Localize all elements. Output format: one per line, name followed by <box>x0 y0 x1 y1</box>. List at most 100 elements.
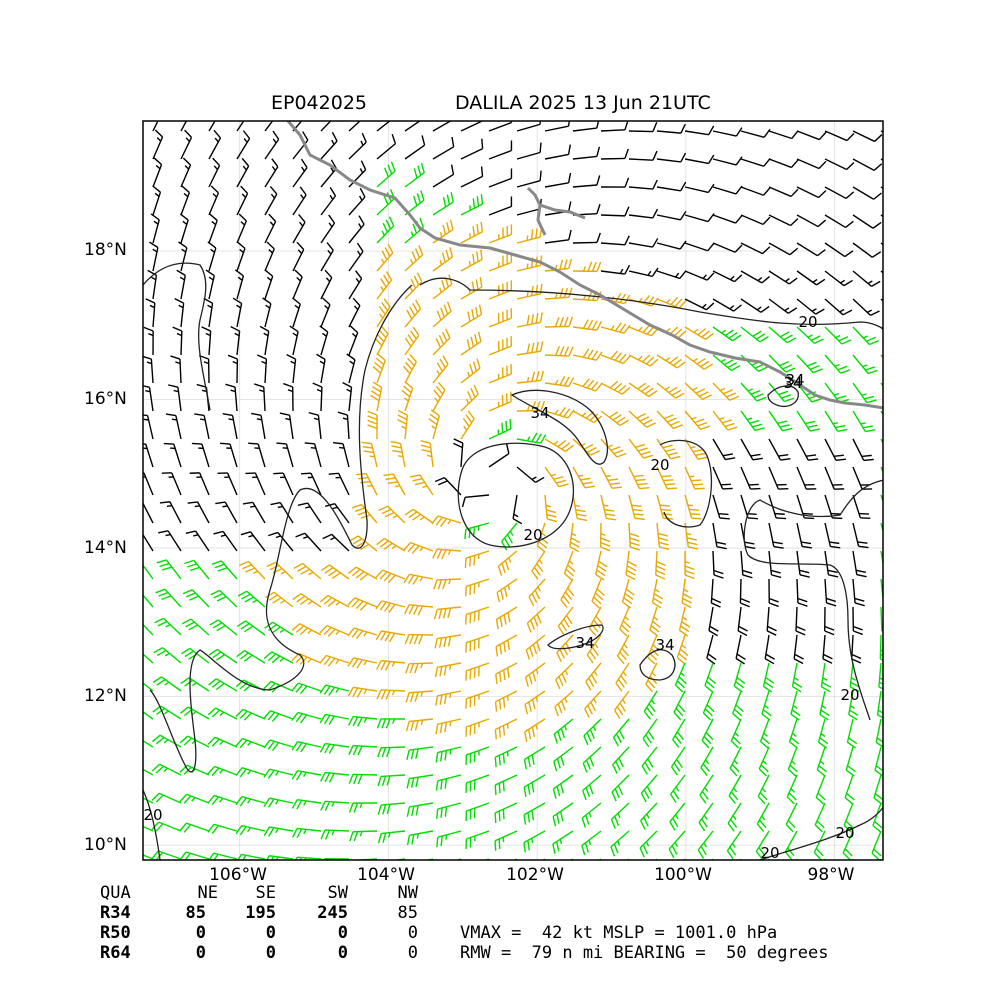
wind-barb <box>376 537 406 552</box>
wind-barb <box>460 277 483 300</box>
wind-barb <box>523 746 546 770</box>
contour-20-nw <box>143 262 211 411</box>
wind-barb <box>406 802 434 817</box>
wind-barb <box>739 578 751 608</box>
y-tick-10: 10°N <box>84 835 127 855</box>
wind-barb <box>600 206 630 217</box>
wind-barb <box>852 186 882 200</box>
wind-barb <box>433 578 462 590</box>
wind-barb <box>768 298 798 314</box>
table-cell: 0 <box>195 923 206 943</box>
wind-barb <box>572 466 596 489</box>
wind-barb <box>151 792 182 804</box>
wind-barb <box>796 214 827 228</box>
wind-barb <box>670 774 686 804</box>
wind-barb <box>406 830 434 846</box>
wind-barb <box>572 232 601 244</box>
wind-barb <box>552 802 574 827</box>
wind-barb <box>377 802 406 815</box>
wind-barb <box>152 129 164 160</box>
wind-barb <box>291 682 322 695</box>
wind-barb <box>420 440 434 468</box>
wind-barb <box>656 438 681 460</box>
wind-barb <box>585 662 602 691</box>
wind-barb <box>824 438 847 462</box>
wind-barb <box>572 348 603 361</box>
wind-barb <box>208 185 220 216</box>
wind-barb <box>768 130 799 140</box>
wind-barb <box>347 627 378 639</box>
wind-barb <box>849 662 860 693</box>
wind-barb <box>181 618 210 636</box>
wind-barb <box>207 794 238 806</box>
wind-barb <box>320 829 350 840</box>
wind-barb <box>320 159 337 188</box>
wind-barb <box>211 560 238 580</box>
table-cell: 195 <box>245 903 276 923</box>
wind-barb <box>328 472 350 496</box>
wind-barb <box>544 406 575 419</box>
wind-barb <box>163 442 182 468</box>
wind-barb <box>796 578 808 607</box>
wind-barb <box>656 240 687 250</box>
wind-barb <box>656 382 685 399</box>
wind-barb <box>684 183 715 194</box>
wind-barb <box>544 466 569 488</box>
wind-barb <box>784 830 798 860</box>
wind-barb <box>712 214 743 224</box>
wind-barb <box>554 690 574 717</box>
wind-barb <box>263 651 294 664</box>
wind-barb <box>880 270 883 274</box>
wind-barb <box>348 242 364 272</box>
wind-barb <box>712 382 740 401</box>
wind-barb <box>501 522 518 551</box>
wind-barb <box>600 322 631 334</box>
wind-barb <box>880 186 883 190</box>
table-cell: 0 <box>407 943 418 963</box>
wind-barb <box>376 216 395 244</box>
wind-barb <box>176 269 186 300</box>
wind-barb <box>656 211 687 221</box>
contour-label: 20 <box>798 313 817 331</box>
wind-barb <box>165 413 182 440</box>
wind-barb <box>531 550 546 580</box>
wind-barb <box>375 569 406 583</box>
table-cell: 0 <box>265 923 276 943</box>
wind-barb <box>611 774 630 802</box>
wind-barb <box>320 800 350 812</box>
wind-barb <box>563 550 576 581</box>
wind-barb <box>465 802 490 821</box>
wind-barb <box>848 690 859 721</box>
wind-barb <box>880 550 883 567</box>
wind-barb <box>376 718 406 729</box>
table-row-r34-label: R34 <box>100 903 131 923</box>
wind-barb <box>852 438 874 462</box>
wind-barb <box>320 214 336 244</box>
wind-barb <box>852 522 869 549</box>
wind-barb <box>600 264 631 275</box>
wind-barb <box>151 763 182 776</box>
wind-barb <box>880 326 883 331</box>
wind-barb <box>728 774 742 805</box>
wind-barb <box>820 662 832 693</box>
wind-barb <box>208 213 218 244</box>
wind-barb <box>852 158 883 171</box>
wind-barb <box>406 746 434 760</box>
wind-barb <box>512 494 523 525</box>
wind-barb <box>159 501 182 524</box>
wind-barb <box>523 802 546 825</box>
wind-barb <box>796 242 826 257</box>
wind-barb <box>796 354 823 374</box>
wind-barb <box>404 162 425 188</box>
wind-barb <box>488 196 513 216</box>
wind-barb <box>621 578 635 609</box>
wind-barb <box>740 550 753 579</box>
wind-barb <box>187 501 210 524</box>
wind-barb <box>740 326 769 343</box>
wind-barb <box>712 298 742 312</box>
wind-barb <box>286 353 297 384</box>
wind-barb <box>796 550 810 578</box>
wind-barb <box>824 354 851 374</box>
wind-barb <box>432 136 455 160</box>
wind-barb <box>628 324 659 337</box>
